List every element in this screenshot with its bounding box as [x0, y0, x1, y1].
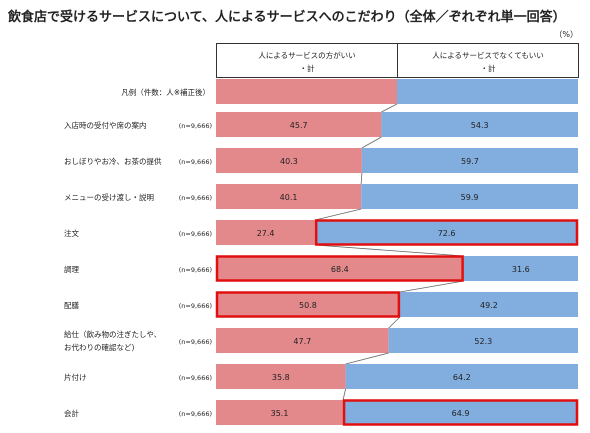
category-n-label: (n=9,666) [179, 158, 212, 166]
legend-header-nonperson-line2: ・計 [480, 64, 496, 73]
category-n-label: (n=9,666) [179, 266, 212, 274]
connector-line [381, 103, 398, 113]
bar-nonperson [343, 400, 578, 425]
bar-person [216, 256, 464, 281]
connector-line [361, 136, 382, 149]
bar-value-nonperson: 49.2 [480, 301, 498, 310]
connector-line [388, 316, 401, 329]
bar-person [216, 220, 316, 245]
bar-value-person: 45.7 [290, 121, 308, 130]
bar-value-person: 35.8 [272, 373, 290, 382]
bar-value-person: 40.3 [280, 157, 298, 166]
highlight-box [215, 291, 401, 318]
highlight-box [314, 219, 579, 246]
bar-value-nonperson: 72.6 [438, 229, 456, 238]
bar-person [216, 112, 382, 137]
bar-value-person: 68.4 [331, 265, 349, 274]
category-label: 入店時の受付や席の案内 [64, 120, 147, 130]
bar-nonperson [388, 328, 578, 353]
unit-label: （%） [554, 30, 578, 39]
category-label: 注文 [64, 228, 79, 238]
bar-value-nonperson: 54.3 [471, 121, 489, 130]
bar-nonperson [345, 364, 578, 389]
bar-value-nonperson: 59.7 [461, 157, 479, 166]
category-label: 会計 [64, 408, 79, 418]
category-n-label: (n=9,666) [179, 302, 212, 310]
connector-line [342, 388, 346, 401]
bar-person [216, 328, 389, 353]
connector-line [315, 244, 464, 257]
bar-person [216, 148, 362, 173]
bar-value-nonperson: 64.2 [453, 373, 471, 382]
bar-nonperson [361, 184, 578, 209]
bar-value-person: 35.1 [271, 409, 289, 418]
legend-bar-person [216, 79, 397, 104]
bar-nonperson [315, 220, 578, 245]
category-n-label: (n=9,666) [179, 374, 212, 382]
legend-bar-nonperson [397, 79, 578, 104]
bar-value-nonperson: 52.3 [474, 337, 492, 346]
category-n-label: (n=9,666) [179, 230, 212, 238]
bar-value-nonperson: 59.9 [461, 193, 479, 202]
bar-nonperson [463, 256, 578, 281]
category-n-label: (n=9,666) [179, 410, 212, 418]
bar-value-nonperson: 64.9 [452, 409, 470, 418]
category-label: 調理 [64, 264, 79, 274]
connector-line [315, 208, 362, 221]
bar-person [216, 184, 362, 209]
bar-value-person: 47.7 [293, 337, 311, 346]
bar-value-person: 40.1 [280, 193, 298, 202]
legend-caption: 凡例（件数：人※補正後） [121, 87, 210, 97]
bar-nonperson [399, 292, 578, 317]
bar-person [216, 292, 400, 317]
category-n-label: (n=9,666) [179, 338, 212, 346]
category-label: メニューの受け渡し・説明 [64, 192, 154, 202]
category-label: 配膳 [64, 300, 79, 310]
category-label-line2: お代わりの確認など) [64, 342, 134, 352]
bar-person [216, 400, 344, 425]
chart-title: 飲食店で受けるサービスについて、人によるサービスへのこだわり（全体／ぞれぞれ単一… [8, 10, 566, 25]
category-label: 給仕（飲み物の注ぎたしや、 [64, 329, 161, 339]
bar-value-person: 50.8 [299, 301, 317, 310]
bar-nonperson [381, 112, 578, 137]
connector-line [360, 172, 363, 185]
category-label: おしぼりやお冷、お茶の提供 [64, 156, 162, 166]
legend-header-nonperson: 人によるサービスでなくてもいい ・計 [397, 43, 579, 78]
bar-value-nonperson: 31.6 [512, 265, 530, 274]
legend-header-person-line2: ・計 [299, 64, 315, 73]
connector-line [345, 352, 389, 365]
legend-header-person-line1: 人によるサービスの方がいい [258, 51, 356, 60]
bar-nonperson [361, 148, 578, 173]
category-n-label: (n=9,666) [179, 194, 212, 202]
category-label: 片付け [64, 372, 87, 382]
highlight-box [215, 255, 464, 282]
legend-header-nonperson-line1: 人によるサービスでなくてもいい [432, 51, 544, 60]
connector-line [399, 280, 464, 293]
bar-person [216, 364, 346, 389]
category-n-label: (n=9,666) [179, 122, 212, 130]
highlight-box [342, 399, 579, 426]
bar-value-person: 27.4 [257, 229, 275, 238]
